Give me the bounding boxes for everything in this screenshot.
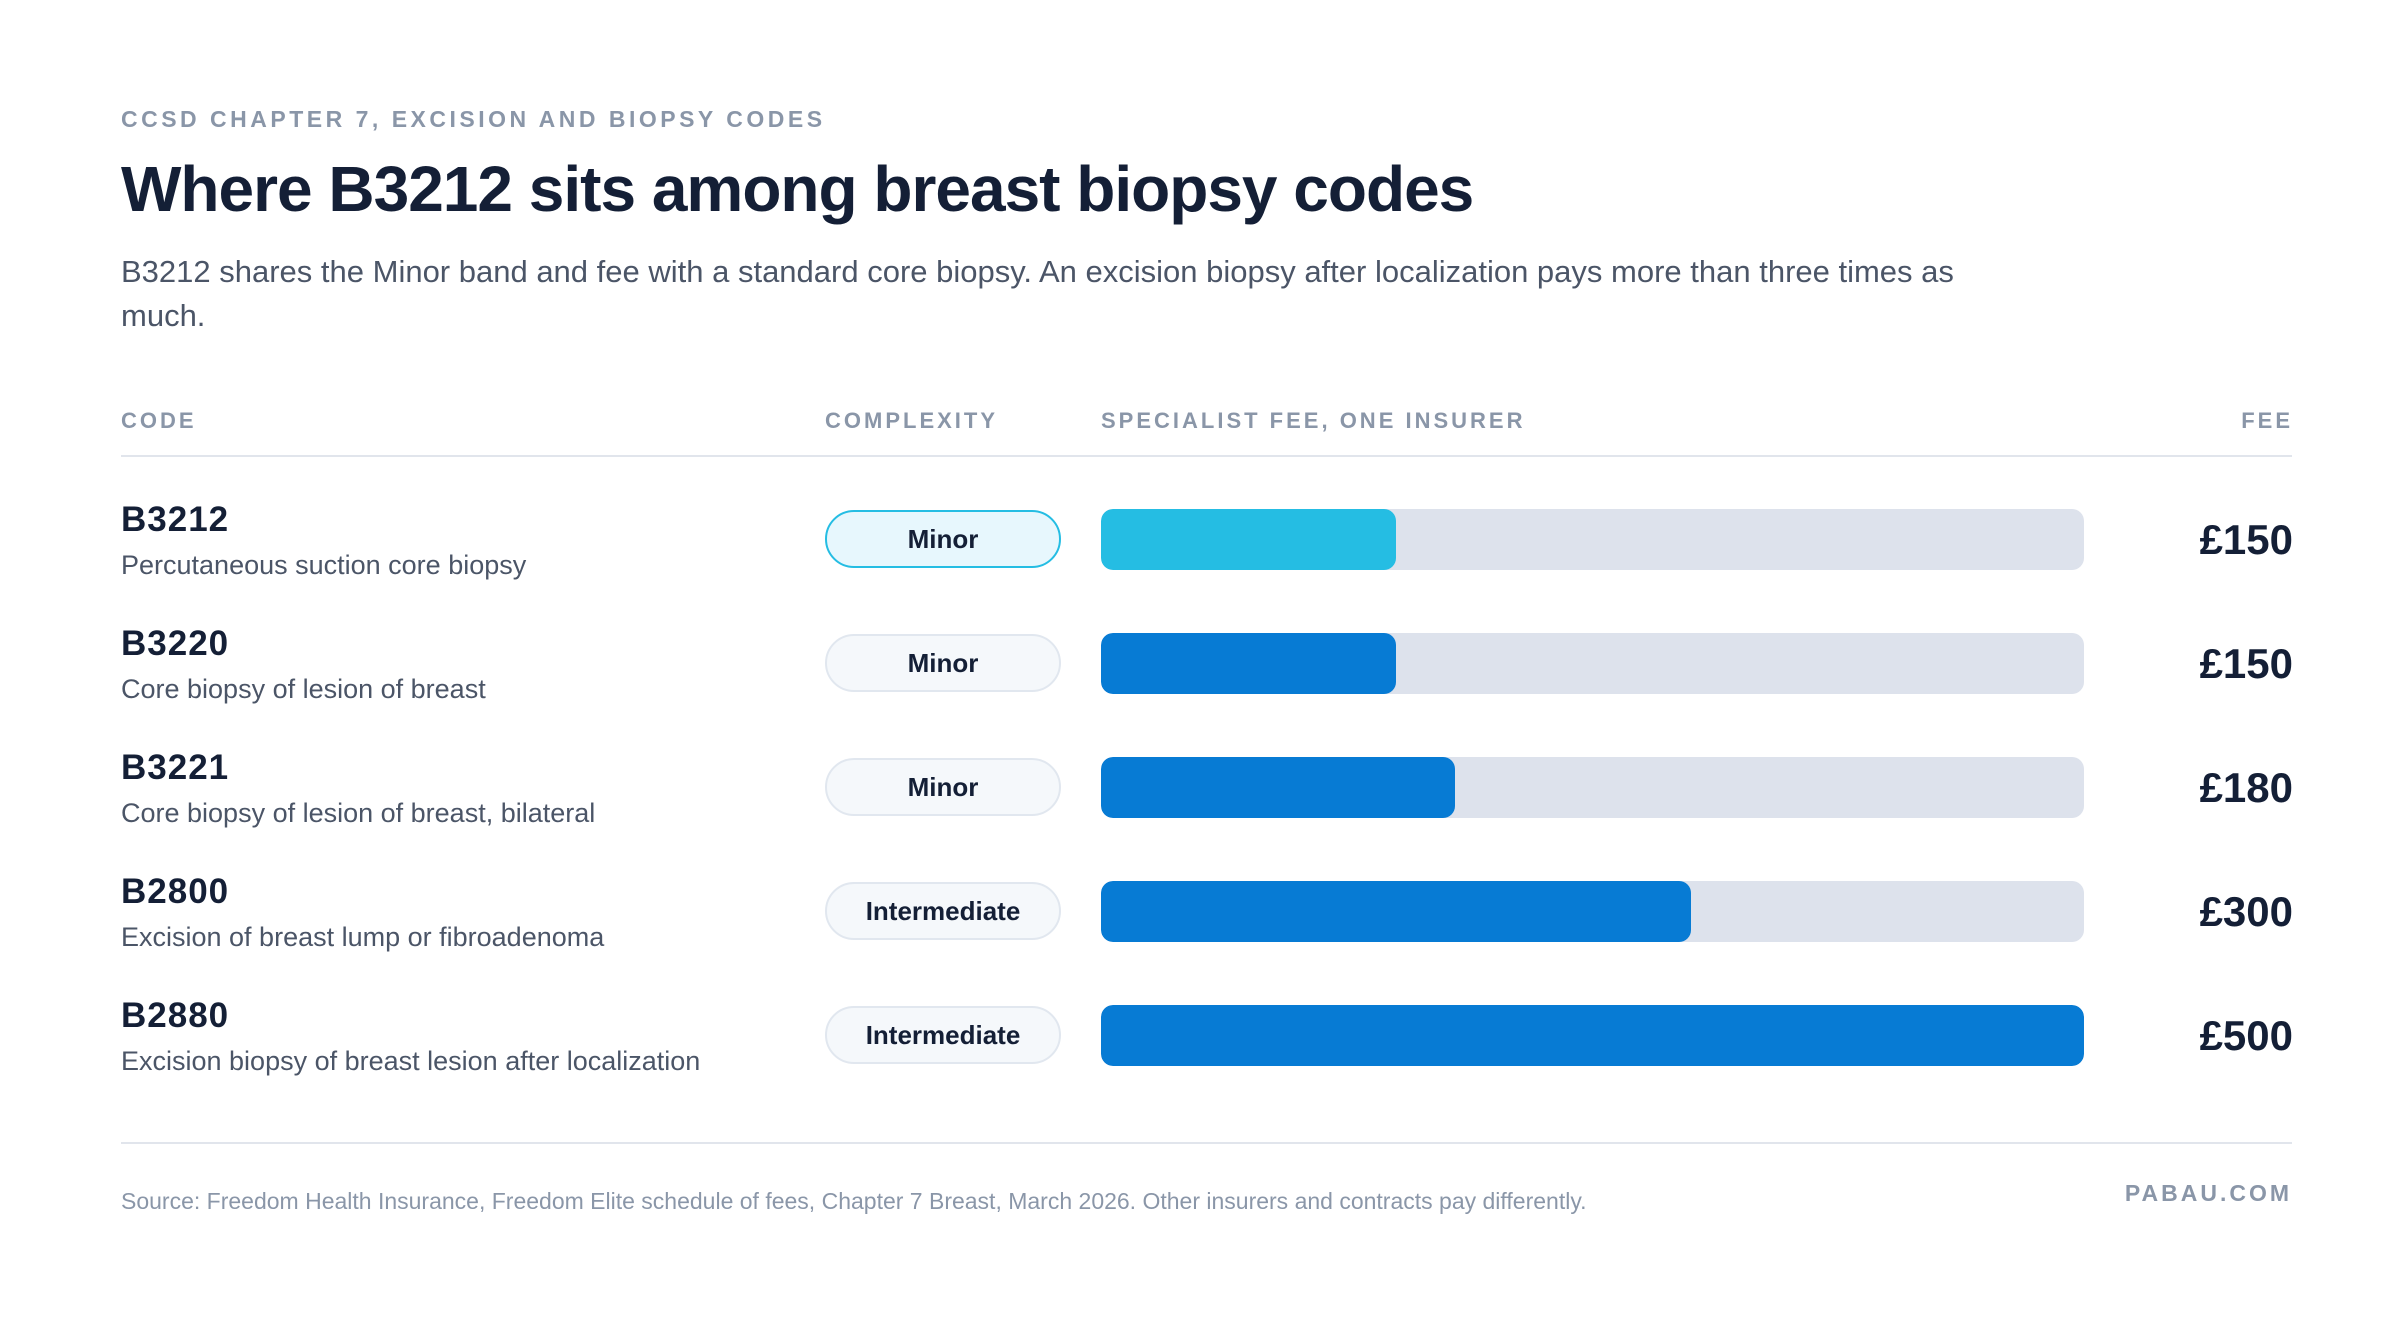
fee-value: £180	[2199, 764, 2293, 811]
row-description: Core biopsy of lesion of breast, bilater…	[121, 798, 596, 828]
row-code: B2800	[121, 872, 230, 911]
footer-divider	[121, 1142, 2292, 1144]
complexity-badge: Minor	[825, 758, 1061, 816]
fee-value: £150	[2199, 640, 2293, 687]
table-row: B2800 Excision of breast lump or fibroade…	[0, 872, 2400, 996]
table-row: B2880 Excision biopsy of breast lesion af…	[0, 996, 2400, 1120]
table-row: B3220 Core biopsy of lesion of breast Mino…	[0, 624, 2400, 748]
row-code: B3221	[121, 748, 230, 787]
column-header-complexity: COMPLEXITY	[825, 408, 999, 433]
column-header-fee: FEE	[2241, 408, 2293, 433]
fee-bar	[1101, 633, 1396, 694]
row-description: Excision of breast lump or fibroadenoma	[121, 922, 605, 952]
complexity-badge: Intermediate	[825, 882, 1061, 940]
header-divider	[121, 455, 2292, 457]
chart-title: Where B3212 sits among breast biopsy cod…	[121, 153, 1474, 225]
complexity-badge: Intermediate	[825, 1006, 1061, 1064]
chart-eyebrow: CCSD CHAPTER 7, EXCISION AND BIOPSY CODE…	[121, 106, 826, 132]
column-header-bar: SPECIALIST FEE, ONE INSURER	[1101, 408, 1526, 433]
complexity-badge: Minor	[825, 634, 1061, 692]
source-note: Source: Freedom Health Insurance, Freedo…	[121, 1188, 1587, 1214]
fee-bar	[1101, 881, 1691, 942]
column-header-code: CODE	[121, 408, 197, 433]
row-code: B2880	[121, 996, 230, 1035]
row-description: Percutaneous suction core biopsy	[121, 550, 527, 580]
table-row: B3221 Core biopsy of lesion of breast, bi…	[0, 748, 2400, 872]
row-description: Core biopsy of lesion of breast	[121, 674, 486, 704]
bar-track	[1101, 633, 2084, 694]
row-description: Excision biopsy of breast lesion after l…	[121, 1046, 701, 1076]
bar-track	[1101, 1005, 2084, 1066]
bar-track	[1101, 509, 2084, 570]
fee-bar	[1101, 1005, 2084, 1066]
complexity-badge: Minor	[825, 510, 1061, 568]
row-code: B3220	[121, 624, 230, 663]
row-code: B3212	[121, 500, 230, 539]
fee-bar	[1101, 757, 1455, 818]
bar-track	[1101, 757, 2084, 818]
fee-value: £500	[2199, 1012, 2293, 1059]
fee-value: £150	[2199, 516, 2293, 563]
table-row: B3212 Percutaneous suction core biopsy Min…	[0, 500, 2400, 624]
fee-bar	[1101, 509, 1396, 570]
chart-subtitle: B3212 shares the Minor band and fee with…	[121, 254, 1954, 333]
fee-value: £300	[2199, 888, 2293, 935]
bar-track	[1101, 881, 2084, 942]
brand-mark: PABAU.COM	[2124, 1180, 2292, 1206]
